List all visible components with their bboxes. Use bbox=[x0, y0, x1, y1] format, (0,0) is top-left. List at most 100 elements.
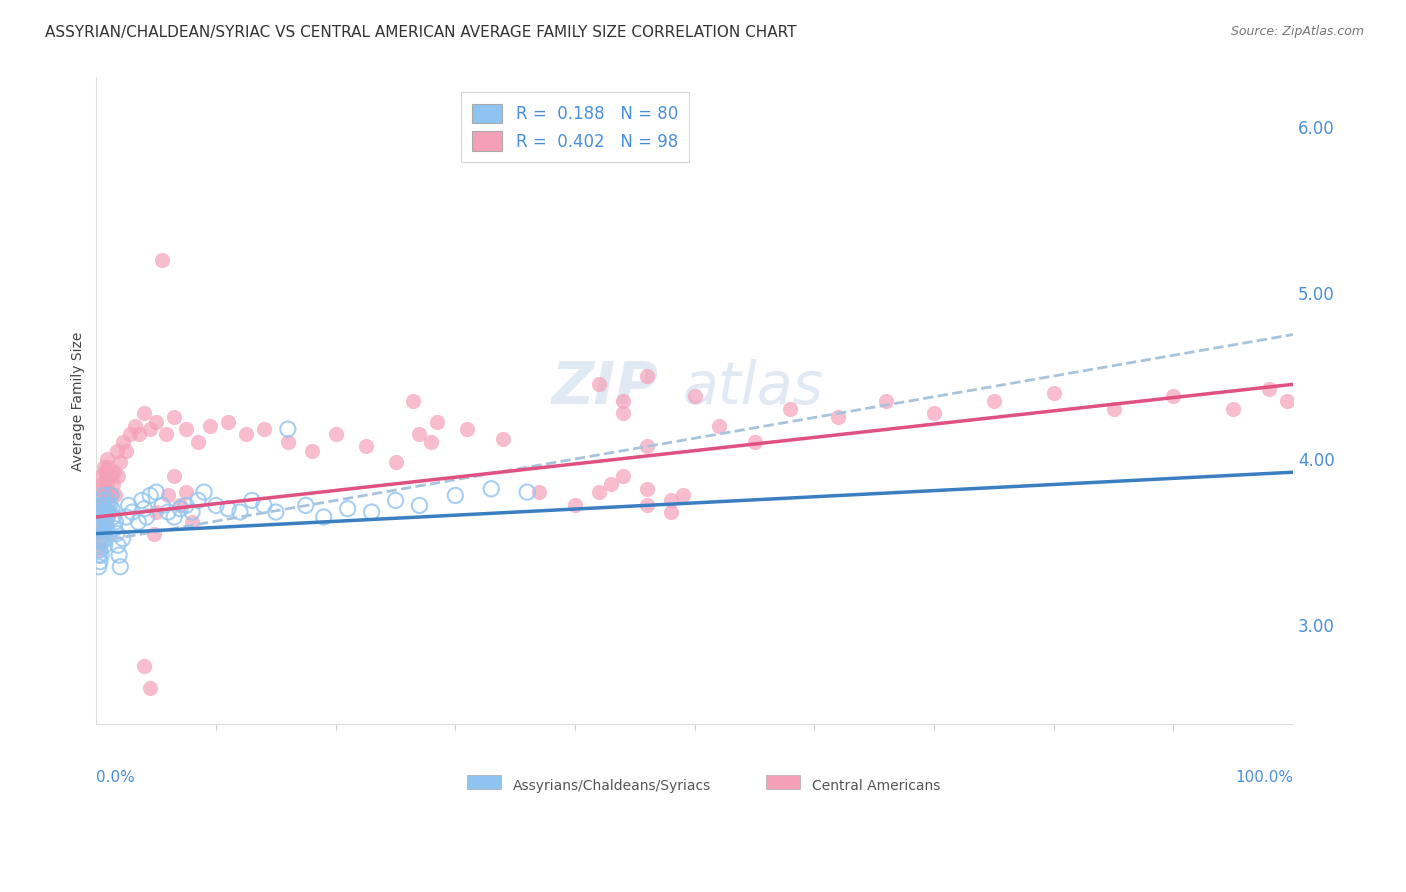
Point bbox=[479, 482, 502, 496]
Point bbox=[744, 435, 766, 450]
Point bbox=[456, 422, 478, 436]
Point bbox=[110, 455, 132, 469]
Point bbox=[408, 499, 430, 513]
Point bbox=[402, 393, 425, 408]
Point bbox=[107, 468, 129, 483]
Y-axis label: Average Family Size: Average Family Size bbox=[72, 331, 86, 471]
Point bbox=[169, 499, 191, 513]
Point bbox=[516, 485, 538, 500]
Point bbox=[325, 427, 347, 442]
Point bbox=[157, 505, 180, 519]
Point bbox=[564, 499, 586, 513]
Point bbox=[1163, 389, 1185, 403]
Point bbox=[91, 476, 114, 491]
Point bbox=[134, 405, 156, 419]
Point bbox=[1042, 385, 1064, 400]
Point bbox=[93, 499, 115, 513]
Legend: R =  0.188   N = 80, R =  0.402   N = 98: R = 0.188 N = 80, R = 0.402 N = 98 bbox=[461, 92, 689, 162]
Point bbox=[93, 538, 115, 552]
Point bbox=[100, 488, 122, 502]
Point bbox=[100, 468, 122, 483]
Point bbox=[86, 522, 108, 536]
Text: Assyrians/Chaldeans/Syriacs: Assyrians/Chaldeans/Syriacs bbox=[513, 780, 711, 793]
Text: 100.0%: 100.0% bbox=[1234, 770, 1294, 785]
Point bbox=[134, 659, 156, 673]
Point bbox=[118, 427, 141, 442]
Point bbox=[253, 422, 276, 436]
Point bbox=[86, 543, 108, 558]
Point bbox=[91, 501, 114, 516]
Point bbox=[105, 526, 128, 541]
Point bbox=[169, 501, 191, 516]
Point bbox=[683, 389, 706, 403]
Point bbox=[294, 499, 316, 513]
Point bbox=[875, 393, 897, 408]
Point bbox=[193, 485, 215, 500]
Point bbox=[89, 532, 111, 546]
Point bbox=[408, 427, 430, 442]
Point bbox=[636, 369, 658, 384]
Text: Source: ZipAtlas.com: Source: ZipAtlas.com bbox=[1230, 25, 1364, 38]
Point bbox=[636, 439, 658, 453]
Point bbox=[111, 435, 134, 450]
Point bbox=[101, 501, 124, 516]
Point bbox=[101, 510, 124, 524]
Point bbox=[89, 532, 111, 546]
Point bbox=[90, 499, 112, 513]
Text: 0.0%: 0.0% bbox=[97, 770, 135, 785]
Point bbox=[89, 555, 111, 569]
Point bbox=[97, 505, 120, 519]
Point bbox=[360, 505, 382, 519]
Point bbox=[235, 427, 257, 442]
Point bbox=[1102, 402, 1125, 417]
Point bbox=[101, 476, 124, 491]
Point bbox=[108, 548, 131, 562]
Point bbox=[87, 526, 110, 541]
Point bbox=[983, 393, 1005, 408]
Point bbox=[181, 515, 204, 529]
Point bbox=[205, 499, 228, 513]
Point bbox=[91, 518, 114, 533]
Text: ASSYRIAN/CHALDEAN/SYRIAC VS CENTRAL AMERICAN AVERAGE FAMILY SIZE CORRELATION CHA: ASSYRIAN/CHALDEAN/SYRIAC VS CENTRAL AMER… bbox=[45, 25, 796, 40]
Point bbox=[93, 526, 115, 541]
Point bbox=[94, 515, 117, 529]
Point bbox=[87, 559, 110, 574]
Point bbox=[198, 418, 221, 433]
Point bbox=[90, 468, 112, 483]
Text: atlas: atlas bbox=[683, 359, 824, 417]
Point bbox=[174, 499, 197, 513]
Point bbox=[1222, 402, 1244, 417]
Point bbox=[139, 681, 162, 695]
Point bbox=[124, 418, 146, 433]
Point bbox=[150, 252, 173, 267]
Point bbox=[527, 485, 550, 500]
Point bbox=[444, 488, 467, 502]
Point bbox=[779, 402, 801, 417]
Point bbox=[128, 427, 150, 442]
Point bbox=[229, 505, 252, 519]
Point bbox=[155, 427, 177, 442]
Point bbox=[174, 485, 197, 500]
FancyBboxPatch shape bbox=[467, 775, 501, 789]
Point bbox=[672, 488, 695, 502]
Point bbox=[104, 488, 127, 502]
Point bbox=[93, 488, 115, 502]
Point bbox=[111, 532, 134, 546]
Point bbox=[187, 493, 209, 508]
Point bbox=[420, 435, 443, 450]
Point bbox=[91, 505, 114, 519]
Point bbox=[253, 499, 276, 513]
Point bbox=[600, 476, 623, 491]
Point bbox=[90, 548, 112, 562]
Point bbox=[145, 485, 167, 500]
Point bbox=[93, 510, 115, 524]
Point bbox=[354, 439, 377, 453]
Point bbox=[659, 493, 682, 508]
Point bbox=[217, 416, 239, 430]
Point bbox=[86, 538, 108, 552]
Point bbox=[96, 510, 118, 524]
Point bbox=[707, 418, 730, 433]
Point bbox=[98, 499, 121, 513]
Point bbox=[115, 443, 138, 458]
Text: Central Americans: Central Americans bbox=[811, 780, 941, 793]
